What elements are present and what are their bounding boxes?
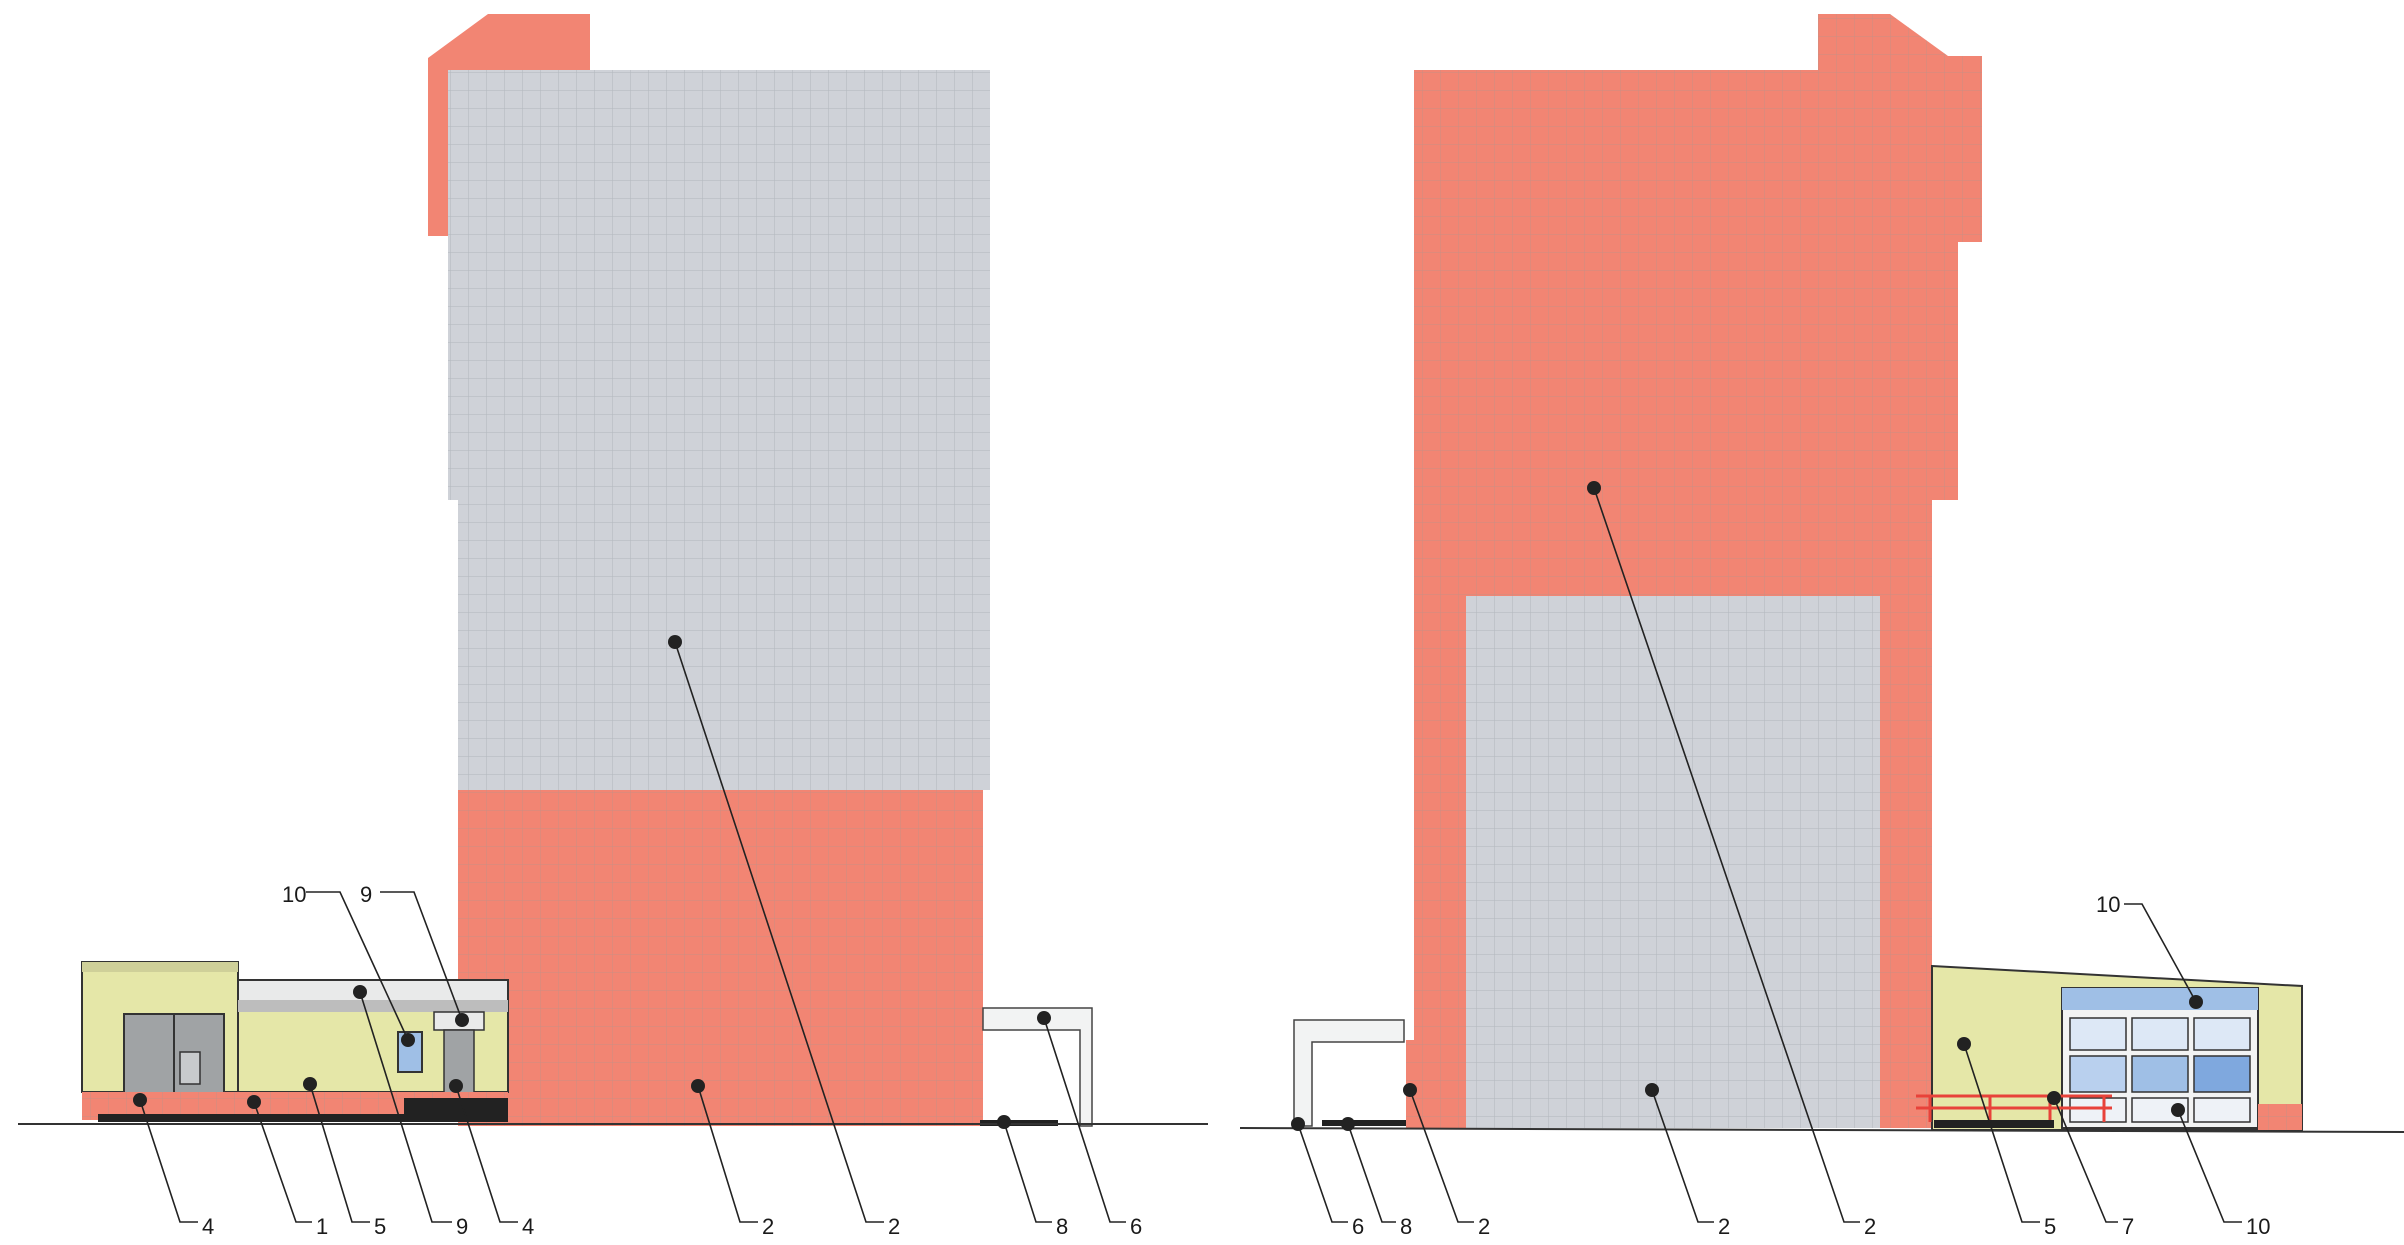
callout-left-7: 2 — [888, 1214, 900, 1239]
callout-right-1: 6 — [1352, 1214, 1364, 1239]
callout-right-6: 5 — [2044, 1214, 2056, 1239]
leader-line — [306, 891, 409, 1041]
leader-line — [253, 1101, 312, 1223]
leader-line — [674, 641, 884, 1223]
leader-dot — [1037, 1011, 1051, 1025]
leader-dot — [1645, 1083, 1659, 1097]
leader-line — [1963, 1043, 2040, 1223]
leader-line — [1409, 1089, 1474, 1223]
leader-dot — [1957, 1037, 1971, 1051]
leader-dot — [691, 1079, 705, 1093]
leader-dot — [247, 1095, 261, 1109]
callout-left-2: 1 — [316, 1214, 328, 1239]
right-canopy-frame — [1293, 1019, 1405, 1127]
left-callout-numbers: 4 1 5 9 4 2 2 8 6 10 9 — [202, 882, 1142, 1239]
leader-dot — [2047, 1091, 2061, 1105]
callout-leaders — [139, 487, 2242, 1223]
leader-line — [139, 1099, 198, 1223]
callout-left-top-2: 9 — [360, 882, 372, 907]
callout-left-3: 5 — [374, 1214, 386, 1239]
callout-left-4: 9 — [456, 1214, 468, 1239]
leader-line — [1297, 1123, 1348, 1223]
leader-dot — [455, 1013, 469, 1027]
leader-line — [2124, 903, 2197, 1003]
leader-dot — [353, 985, 367, 999]
leader-dot — [2189, 995, 2203, 1009]
leader-dot — [668, 635, 682, 649]
callout-right-3: 2 — [1478, 1214, 1490, 1239]
right-annex-railing — [1916, 1094, 2112, 1122]
leader-line — [2053, 1097, 2118, 1223]
left-roof-penthouse — [428, 14, 590, 236]
callout-right-4: 2 — [1718, 1214, 1730, 1239]
callout-right-5: 2 — [1864, 1214, 1876, 1239]
leader-line — [697, 1085, 758, 1223]
leader-line — [1043, 1017, 1126, 1223]
leader-dot — [1403, 1083, 1417, 1097]
right-elevation — [1239, 14, 2404, 1133]
callout-left-top-1: 10 — [282, 882, 306, 907]
leader-dot — [449, 1079, 463, 1093]
callout-dots — [133, 481, 2203, 1131]
callout-right-7: 7 — [2122, 1214, 2134, 1239]
leader-dot — [303, 1077, 317, 1091]
leader-dot — [1341, 1117, 1355, 1131]
callout-left-6: 2 — [762, 1214, 774, 1239]
leader-line — [1003, 1121, 1052, 1223]
leader-dot — [2171, 1103, 2185, 1117]
leader-line — [2177, 1109, 2242, 1223]
leader-line — [1347, 1123, 1396, 1223]
callout-right-8: 10 — [2246, 1214, 2270, 1239]
leader-dot — [133, 1093, 147, 1107]
leader-dot — [1587, 481, 1601, 495]
leader-line — [1593, 487, 1860, 1223]
callout-left-5: 4 — [522, 1214, 534, 1239]
leader-dot — [401, 1033, 415, 1047]
right-callout-numbers: 6 8 2 2 2 5 7 10 10 — [1352, 892, 2270, 1239]
left-elevation — [18, 14, 1208, 1127]
callout-right-top-1: 10 — [2096, 892, 2120, 917]
callout-left-9: 6 — [1130, 1214, 1142, 1239]
leader-dot — [1291, 1117, 1305, 1131]
callout-left-8: 8 — [1056, 1214, 1068, 1239]
leader-line — [1651, 1089, 1714, 1223]
leader-line — [380, 891, 463, 1021]
leader-line — [309, 1083, 370, 1223]
leader-line — [359, 991, 452, 1223]
callout-right-2: 8 — [1400, 1214, 1412, 1239]
left-canopy-frame — [982, 1007, 1093, 1127]
leader-dot — [997, 1115, 1011, 1129]
leader-line — [455, 1085, 518, 1223]
callout-left-1: 4 — [202, 1214, 214, 1239]
